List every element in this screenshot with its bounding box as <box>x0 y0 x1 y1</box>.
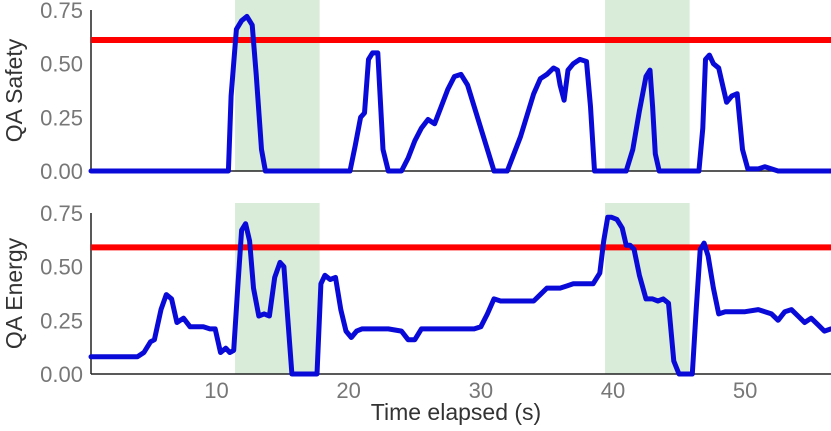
panel-2: 0.00 0.25 0.50 0.75 QA Energy <box>1 201 831 387</box>
x-tick-label: 50 <box>733 378 757 403</box>
x-axis-title: Time elapsed (s) <box>371 399 541 425</box>
y-tick-label: 0.25 <box>40 105 83 130</box>
x-tick-label: 30 <box>469 378 493 403</box>
y-tick-label: 0.25 <box>40 308 83 333</box>
x-tick-label: 20 <box>336 378 360 403</box>
shaded-band <box>605 203 690 374</box>
y-tick-label: 0.75 <box>40 201 83 226</box>
y-tick-label: 0.00 <box>40 362 83 387</box>
series-line <box>88 13 831 174</box>
series-line <box>88 214 831 377</box>
y-tick-label: 0.50 <box>40 255 83 280</box>
y-tick-label: 0.00 <box>40 159 83 184</box>
y-tick-label: 0.50 <box>40 52 83 77</box>
y-axis-title: QA Safety <box>1 38 27 142</box>
y-tick-label: 0.75 <box>40 0 83 23</box>
x-tick-label: 10 <box>204 378 228 403</box>
shaded-band <box>235 0 320 171</box>
panel-1: 0.00 0.25 0.50 0.75 QA Safety <box>1 0 831 184</box>
y-axis-title: QA Energy <box>1 237 27 349</box>
x-tick-label: 40 <box>601 378 625 403</box>
shaded-band <box>605 0 690 171</box>
